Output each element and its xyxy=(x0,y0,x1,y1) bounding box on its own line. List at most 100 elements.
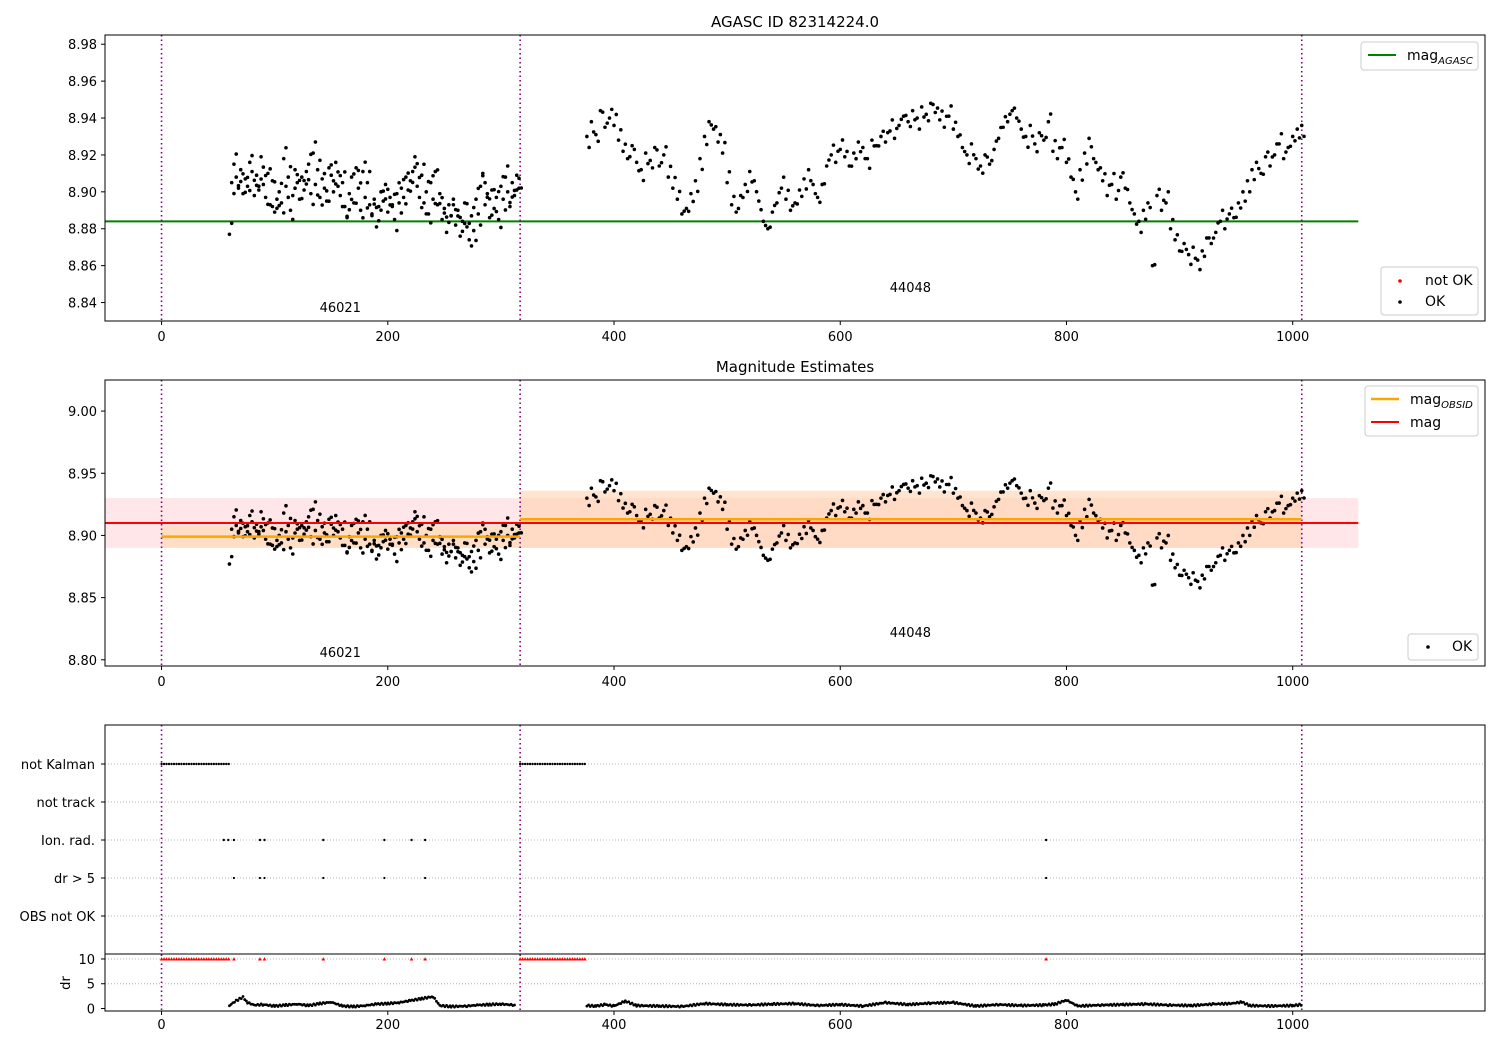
dr-point xyxy=(601,1004,605,1008)
data-point xyxy=(234,175,239,179)
data-point xyxy=(865,511,870,515)
dr-clipped-marker xyxy=(563,957,567,961)
data-point xyxy=(1139,230,1143,235)
data-point xyxy=(415,529,419,534)
data-point xyxy=(385,210,390,214)
data-point xyxy=(365,527,370,532)
data-point xyxy=(695,533,700,537)
data-point xyxy=(370,212,374,216)
data-point xyxy=(401,537,406,541)
data-point xyxy=(286,175,291,179)
data-point xyxy=(856,140,861,144)
data-point xyxy=(937,118,942,122)
y-tick-label: 8.98 xyxy=(68,38,97,53)
data-point xyxy=(499,557,503,562)
data-point xyxy=(447,220,451,225)
data-point xyxy=(1236,201,1241,205)
data-point xyxy=(818,540,822,545)
data-point xyxy=(908,489,913,494)
data-point xyxy=(684,206,689,211)
data-point xyxy=(732,536,736,541)
data-point xyxy=(238,518,243,523)
data-point xyxy=(490,213,494,217)
flag-marker-dr-gt-5 xyxy=(232,876,236,880)
data-point xyxy=(698,156,702,161)
data-point xyxy=(811,528,815,533)
data-point xyxy=(976,167,981,171)
data-point xyxy=(594,132,598,137)
data-point xyxy=(388,537,392,541)
data-point xyxy=(1198,267,1202,272)
data-point xyxy=(232,191,236,196)
data-point xyxy=(426,212,431,216)
flag-marker-not-kalman xyxy=(170,762,173,766)
data-point xyxy=(333,513,338,518)
data-point xyxy=(784,538,788,543)
data-point xyxy=(444,560,449,565)
data-point xyxy=(729,202,734,207)
data-point xyxy=(1023,134,1028,139)
data-point xyxy=(607,116,612,120)
data-point xyxy=(494,209,499,214)
data-point xyxy=(786,532,791,537)
data-point xyxy=(404,523,408,528)
data-point xyxy=(607,483,612,488)
data-point xyxy=(630,143,634,148)
data-point xyxy=(600,110,605,114)
data-point xyxy=(417,175,422,180)
data-point xyxy=(876,144,881,148)
x-tick-label: 600 xyxy=(828,1018,853,1033)
data-point xyxy=(1132,548,1137,553)
data-point xyxy=(788,208,793,213)
data-point xyxy=(399,531,404,535)
data-point xyxy=(763,556,768,560)
data-point xyxy=(904,113,908,118)
data-point xyxy=(315,193,320,197)
data-point xyxy=(931,102,935,107)
data-point xyxy=(442,544,447,549)
data-point xyxy=(906,119,910,124)
data-point xyxy=(609,478,614,482)
data-point xyxy=(648,158,653,163)
dr-clipped-marker xyxy=(528,957,532,961)
data-point xyxy=(1071,177,1076,182)
data-point xyxy=(1137,219,1141,224)
data-point xyxy=(587,503,591,508)
data-point xyxy=(419,544,424,548)
panel1-axes-frame xyxy=(104,34,1486,322)
data-point xyxy=(288,546,293,550)
dr-point xyxy=(1055,1002,1059,1006)
data-point xyxy=(666,175,671,179)
y-tick-label: 8.86 xyxy=(68,260,97,275)
data-point xyxy=(666,523,671,528)
data-point xyxy=(286,537,291,541)
data-point xyxy=(664,145,668,149)
flag-marker-not-kalman xyxy=(563,762,567,766)
data-point xyxy=(449,214,453,218)
data-point xyxy=(867,166,872,171)
data-point xyxy=(1209,568,1214,573)
flag-marker-not-kalman xyxy=(531,762,534,766)
y-tick-label: 9.00 xyxy=(68,405,97,420)
data-point xyxy=(481,171,485,176)
data-point xyxy=(799,536,804,541)
data-point xyxy=(1175,562,1180,567)
data-point xyxy=(1279,494,1284,499)
data-point xyxy=(1023,496,1028,500)
legend-label-mag: mag xyxy=(1410,415,1441,431)
data-point xyxy=(994,139,999,143)
data-point xyxy=(272,180,277,184)
data-point xyxy=(347,207,352,212)
data-point xyxy=(949,475,953,480)
data-point xyxy=(496,552,501,556)
data-point xyxy=(1001,490,1005,494)
data-point xyxy=(589,119,594,124)
data-point xyxy=(865,156,870,161)
data-point xyxy=(505,164,510,168)
data-point xyxy=(1098,166,1103,170)
flag-marker-not-kalman xyxy=(526,762,529,766)
data-point xyxy=(501,197,505,202)
data-point xyxy=(503,545,508,550)
data-point xyxy=(612,488,616,493)
data-point xyxy=(971,508,976,513)
